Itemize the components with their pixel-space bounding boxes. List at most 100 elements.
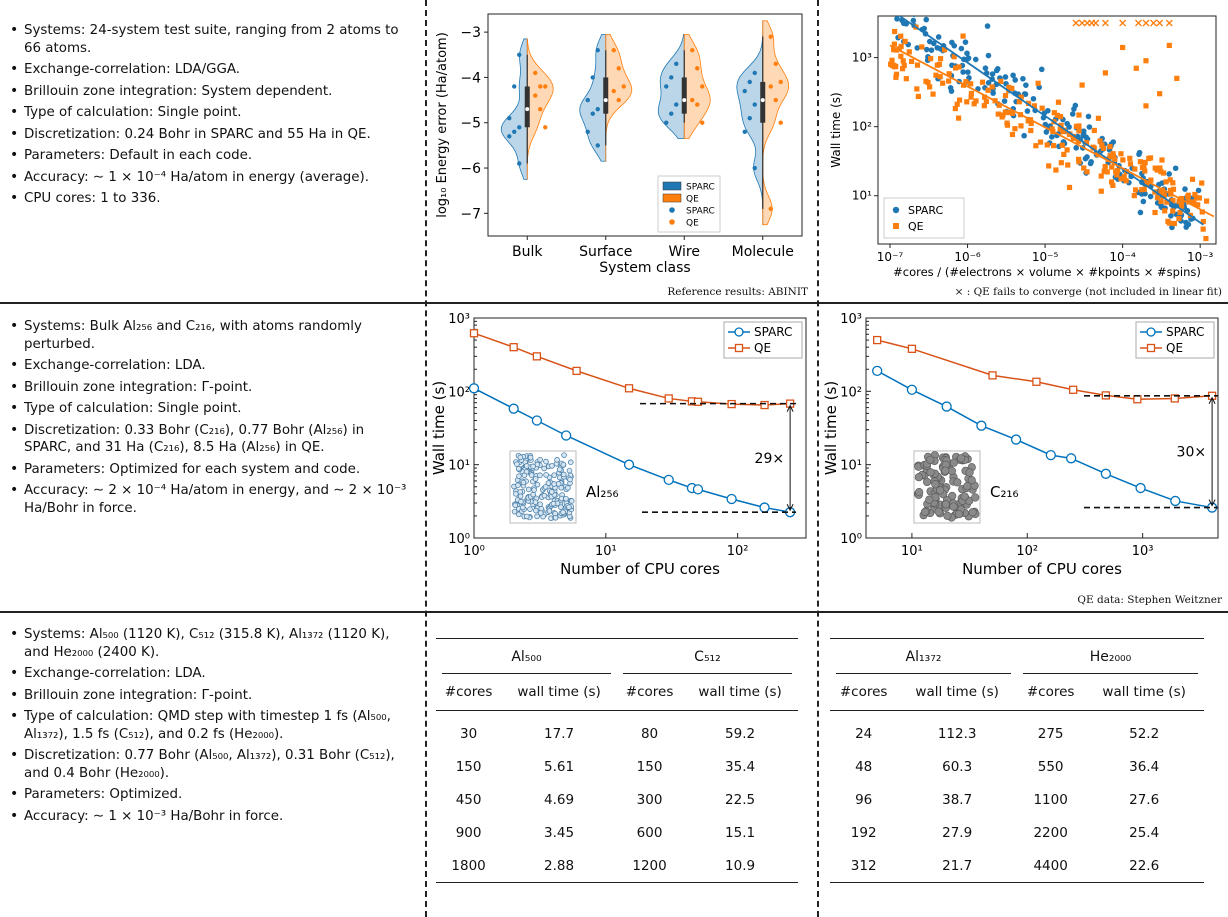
sparc-point [664,120,669,125]
x-tick-label: Surface [579,244,632,260]
atom [567,476,573,483]
sparc-point [1085,113,1092,120]
atom [523,463,530,469]
qe-point [1192,191,1198,198]
qe-point [1035,80,1041,86]
atom [521,472,528,479]
violin-caption: Reference results: ABINIT [667,286,808,298]
qe-point [888,61,894,67]
sparc-point [1086,124,1093,130]
table-left: Al₅₀₀ C₅₁₂ #cores wall time (s) #cores wall t… [436,638,798,885]
qe-point [909,58,915,65]
qe-point [616,97,621,103]
x-tick-label: Molecule [732,244,794,260]
spec-bullet: Systems: Bulk Al₂₅₆ and C₂₁₆, with atoms… [8,318,413,353]
atom [537,472,543,479]
qe-point [998,78,1004,84]
sparc-point [590,75,595,80]
atom [566,504,572,510]
sparc-point [1072,102,1079,109]
sparc-point [928,47,935,53]
column-divider-2 [817,0,819,917]
sparc-violin [657,33,685,139]
table-cell: 15.1 [725,824,756,841]
table-cell: 59.2 [725,725,756,742]
qe-point [1166,42,1172,49]
qe-point [1058,122,1064,128]
sparc-violin [736,20,764,225]
x-tick-label: 10¹ [595,544,617,559]
table-cell: 80 [640,725,659,742]
qe-point [891,47,897,53]
qe-point [1120,157,1126,163]
table-cell: 450 [455,791,482,808]
sparc-point [585,129,590,134]
qe-point [940,80,946,86]
qe-point [1107,143,1113,150]
sparc-point [930,40,937,47]
qe-fail-marker [1150,19,1157,27]
sparc-line [876,370,1213,509]
qe-point [1058,160,1064,166]
sparc-point [923,16,930,23]
sparc-point [935,34,942,40]
y-tick-label: 10¹ [840,459,862,474]
qe-point [1098,173,1104,179]
sparc-point [1185,221,1192,228]
spec-bullet: Type of calculation: QMD step with times… [8,708,413,743]
speedup-label: 30× [1177,445,1207,461]
atom [517,493,524,500]
qe-point [903,76,909,82]
table-cell: 1100 [1033,791,1068,808]
legend-swatch [662,193,682,203]
sparc-point [752,102,757,107]
sparc-point [517,125,522,130]
qe-fit-line [889,44,1215,218]
table-cell: 312 [850,857,877,874]
table-cell: 150 [636,758,663,775]
sparc-point [914,45,921,51]
x-axis-label: Number of CPU cores [962,560,1122,578]
y-tick-label: 10⁰ [840,532,862,547]
atom [537,456,543,463]
qe-fail-marker [1078,19,1086,27]
atom [941,466,950,475]
sparc-marker [1010,434,1022,445]
table-group-header: He₂₀₀₀ [1089,649,1132,665]
qe-point [1066,184,1073,191]
qe-point [923,78,929,84]
sparc-point [962,39,969,45]
qe-point [533,70,538,76]
x-axis-label: #cores / (#electrons × volume × #kpoints… [893,265,1201,279]
qe-point [1160,170,1167,176]
spec-bullet: Exchange-correlation: LDA/GGA. [8,61,413,79]
sparc-point [1069,111,1076,117]
violin-iqr [524,86,530,128]
atom [528,472,535,478]
qe-point [1132,166,1138,172]
sparc-point [985,80,992,86]
x-tick-label: 10⁰ [463,544,485,559]
qe-fail-marker [1156,19,1164,27]
sparc-point [517,52,522,57]
sparc-point [1140,198,1147,205]
table-column-header: #cores [1026,684,1075,700]
qe-point [538,84,543,89]
y-tick-label: 10¹ [448,459,470,474]
sparc-point [752,165,757,171]
qe-point [1158,169,1164,175]
sparc-point [1080,128,1087,134]
al256-chart: 10⁰ 10¹ 10² 10³ 10⁰ 10¹ 10² Number of CPU cores… [430,312,807,578]
qe-marker [1032,377,1041,386]
atom [549,463,555,469]
atom [545,480,552,486]
legend-label: SPARC [1166,325,1204,339]
qe-point [1164,199,1170,205]
qe-point [973,98,979,104]
x-tick-label: 10² [1016,544,1038,559]
sparc-point [888,5,894,11]
qe-point [968,81,974,87]
qe-point [700,120,705,125]
atom [542,484,549,490]
qe-point [1159,157,1165,163]
